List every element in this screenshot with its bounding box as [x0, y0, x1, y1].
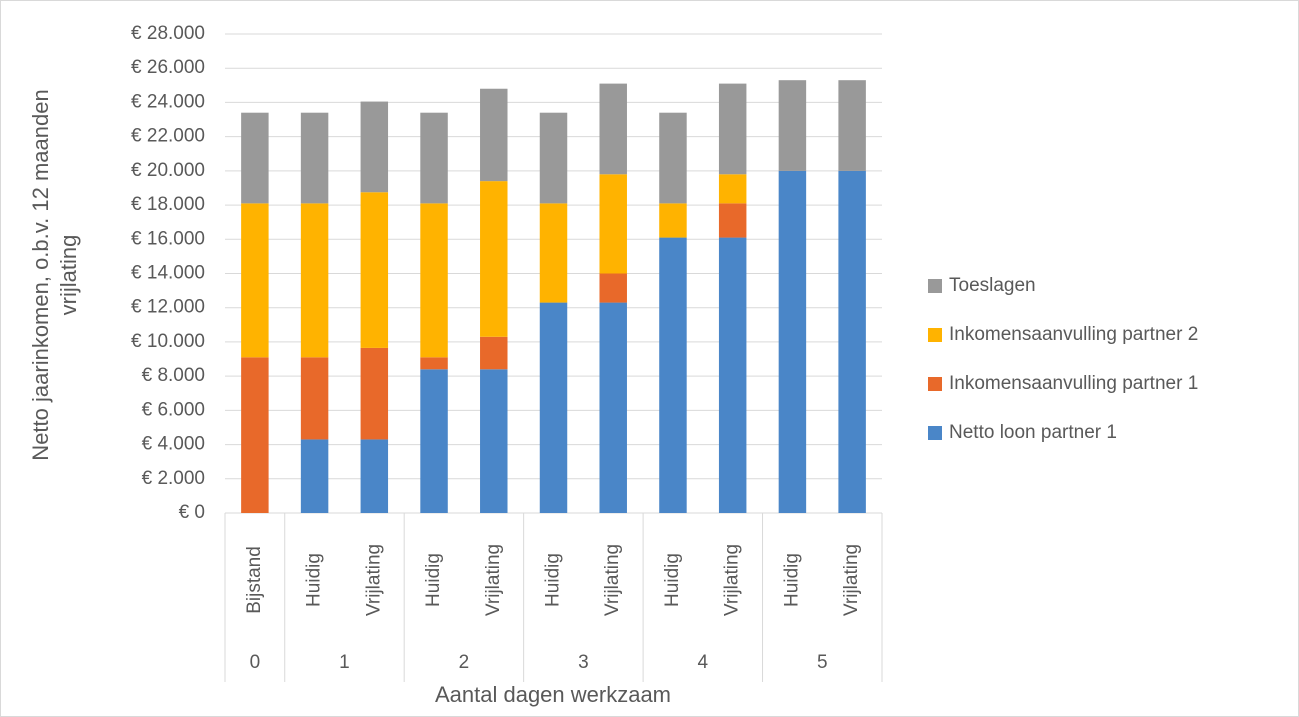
- x-tick-label: Huidig: [781, 553, 802, 607]
- bar-segment: [420, 112, 448, 204]
- legend-label: Inkomensaanvulling partner 1: [949, 373, 1198, 394]
- y-axis-title: Netto jaarinkomen, o.b.v. 12 maanden vri…: [28, 89, 81, 461]
- bar-segment: [599, 174, 627, 274]
- y-tick-label: € 26.000: [131, 57, 205, 78]
- bar-segment: [539, 112, 568, 204]
- bar-segment: [241, 203, 269, 358]
- x-tick-label: Bijstand: [244, 546, 265, 614]
- x-axis-title: Aantal dagen werkzaam: [435, 682, 671, 707]
- bar-segment: [480, 369, 508, 513]
- y-tick-label: € 20.000: [131, 160, 205, 181]
- bar-segment: [360, 192, 389, 348]
- bar-segment: [539, 203, 568, 303]
- legend-label: Netto loon partner 1: [949, 422, 1117, 443]
- bar-segment: [659, 203, 687, 238]
- y-tick-label: € 8.000: [142, 365, 205, 386]
- bar-segment: [599, 83, 627, 175]
- x-tick-label: Huidig: [662, 553, 683, 607]
- x-group-label: 5: [817, 652, 828, 673]
- bar-segment: [718, 237, 747, 513]
- bar-segment: [599, 273, 627, 303]
- bar-segment: [480, 88, 508, 182]
- y-tick-label: € 16.000: [131, 228, 205, 249]
- x-tick-label: Vrijlating: [363, 544, 384, 616]
- x-tick-label: Huidig: [423, 553, 444, 607]
- y-tick-label: € 12.000: [131, 297, 205, 318]
- y-tick-label: € 6.000: [142, 399, 205, 420]
- x-tick-label: Vrijlating: [483, 544, 504, 616]
- bar-segment: [778, 170, 807, 513]
- y-tick-label: € 14.000: [131, 263, 205, 284]
- bar-segment: [778, 80, 807, 171]
- x-group-label: 1: [339, 652, 350, 673]
- bar-segment: [360, 439, 389, 513]
- x-tick-label: Huidig: [304, 553, 325, 607]
- x-group-label: 2: [459, 652, 470, 673]
- bar-segment: [539, 302, 568, 513]
- bar-segment: [718, 83, 747, 175]
- x-tick-label: Vrijlating: [841, 544, 862, 616]
- y-tick-label: € 4.000: [142, 434, 205, 455]
- bar-segment: [241, 112, 269, 204]
- x-group-label: 3: [578, 652, 589, 673]
- bar-segment: [360, 347, 389, 440]
- bar-segment: [300, 357, 329, 440]
- bar-segment: [480, 181, 508, 337]
- bar-segment: [480, 336, 508, 370]
- y-tick-label: € 24.000: [131, 91, 205, 112]
- legend-swatch: [928, 279, 942, 293]
- bar-segment: [300, 439, 329, 513]
- bar-segment: [420, 357, 448, 370]
- x-tick-label: Vrijlating: [722, 544, 743, 616]
- bar-segment: [659, 112, 687, 204]
- y-tick-label: € 22.000: [131, 126, 205, 147]
- bar-segment: [420, 203, 448, 358]
- y-tick-label: € 2.000: [142, 468, 205, 489]
- bar-segment: [659, 237, 687, 513]
- legend-swatch: [928, 426, 942, 440]
- y-tick-label: € 0: [179, 502, 205, 523]
- x-group-label: 0: [250, 652, 261, 673]
- x-group-label: 4: [698, 652, 709, 673]
- x-tick-label: Vrijlating: [602, 544, 623, 616]
- bar-segment: [718, 174, 747, 204]
- legend-label: Toeslagen: [949, 275, 1036, 296]
- bar-segment: [599, 302, 627, 513]
- bar-segment: [300, 112, 329, 204]
- bar-segment: [718, 203, 747, 238]
- y-tick-label: € 28.000: [131, 23, 205, 44]
- bar-segment: [838, 170, 866, 513]
- bar-segment: [360, 101, 389, 193]
- y-tick-label: € 18.000: [131, 194, 205, 215]
- legend-swatch: [928, 328, 942, 342]
- bar-segment: [420, 369, 448, 513]
- y-tick-label: € 10.000: [131, 331, 205, 352]
- bar-segment: [838, 80, 866, 171]
- legend-label: Inkomensaanvulling partner 2: [949, 324, 1198, 345]
- x-tick-label: Huidig: [543, 553, 564, 607]
- bar-segment: [241, 357, 269, 513]
- legend-swatch: [928, 377, 942, 391]
- bar-segment: [300, 203, 329, 358]
